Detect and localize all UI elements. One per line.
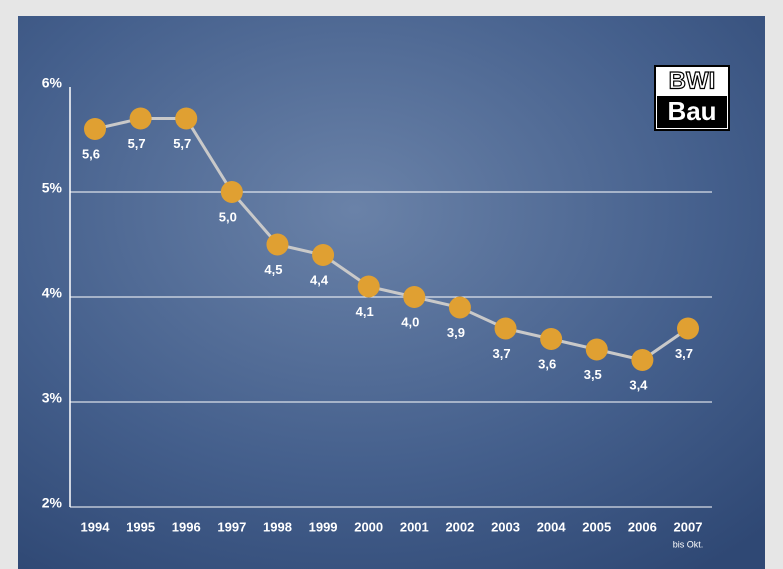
- y-tick-label: 4%: [42, 285, 63, 301]
- point: [358, 276, 380, 298]
- value-label: 4,5: [264, 262, 282, 277]
- value-label: 4,0: [401, 314, 419, 329]
- point: [175, 108, 197, 130]
- value-label: 5,0: [219, 209, 237, 224]
- x-tick-label: 1999: [309, 519, 338, 534]
- x-tick-label: 1998: [263, 519, 292, 534]
- point: [677, 318, 699, 340]
- point: [266, 234, 288, 256]
- value-label: 3,9: [447, 325, 465, 340]
- logo-top: BWI: [669, 67, 716, 94]
- point: [130, 108, 152, 130]
- value-label: 3,6: [538, 356, 556, 371]
- x-tick-label: 2004: [537, 519, 567, 534]
- x-tick-label: 2003: [491, 519, 520, 534]
- value-label: 3,5: [584, 367, 602, 382]
- value-label: 5,6: [82, 146, 100, 161]
- point: [449, 297, 471, 319]
- x-tick-label: 2000: [354, 519, 383, 534]
- logo: BWI Bau: [655, 66, 729, 130]
- x-tick-label: 1995: [126, 519, 155, 534]
- x-tick-label: 2005: [582, 519, 611, 534]
- chart: BWI Bau 2% 3% 4% 5% 6% 1994 1995 1996 1997 1998 19…: [0, 0, 783, 569]
- x-tick-label: 1997: [217, 519, 246, 534]
- value-label: 3,7: [492, 346, 510, 361]
- y-tick-label: 2%: [42, 495, 63, 511]
- value-label: 3,4: [629, 377, 648, 392]
- value-label: 5,7: [128, 136, 146, 151]
- y-tick-label: 3%: [42, 390, 63, 406]
- x-tick-note: bis Okt.: [673, 539, 704, 549]
- point: [403, 286, 425, 308]
- x-tick-label: 2006: [628, 519, 657, 534]
- value-label: 4,1: [356, 304, 374, 319]
- value-label: 3,7: [675, 346, 693, 361]
- point: [312, 244, 334, 266]
- value-label: 4,4: [310, 272, 329, 287]
- point: [495, 318, 517, 340]
- point: [84, 118, 106, 140]
- x-tick-label: 2007: [674, 519, 703, 534]
- logo-bottom: Bau: [667, 96, 716, 126]
- point: [631, 349, 653, 371]
- point: [586, 339, 608, 361]
- x-tick-label: 1996: [172, 519, 201, 534]
- y-tick-label: 6%: [42, 75, 63, 91]
- x-tick-label: 1994: [81, 519, 111, 534]
- x-tick-label: 2002: [445, 519, 474, 534]
- point: [221, 181, 243, 203]
- y-tick-label: 5%: [42, 180, 63, 196]
- point: [540, 328, 562, 350]
- x-tick-label: 2001: [400, 519, 429, 534]
- value-label: 5,7: [173, 136, 191, 151]
